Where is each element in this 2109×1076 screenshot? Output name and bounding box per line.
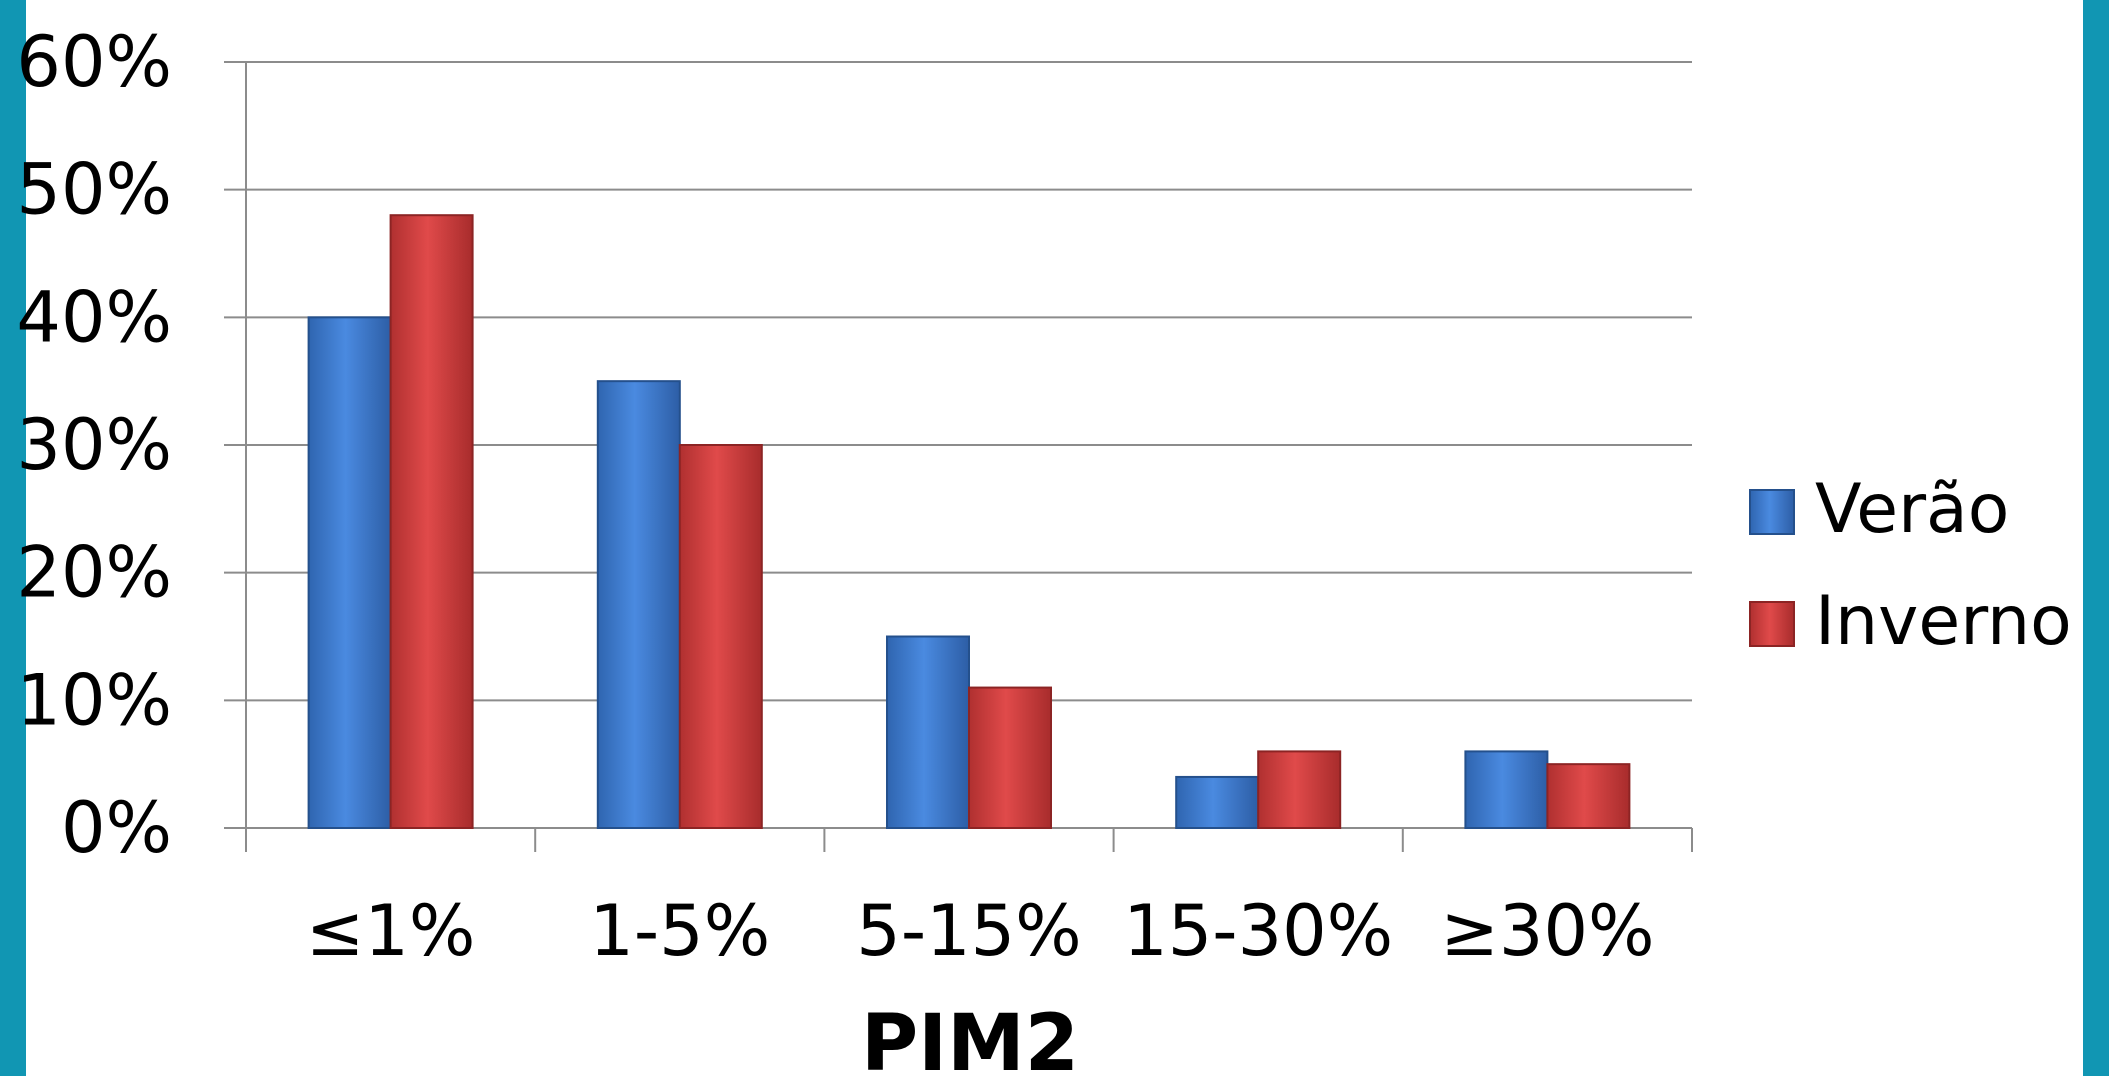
x-tick-label: 1-5% [589, 890, 770, 972]
legend-label-verao: Verão [1815, 470, 2009, 549]
bar-verao [886, 635, 970, 829]
y-tick-label: 10% [16, 659, 172, 741]
bar-inverno [968, 686, 1052, 829]
bars [307, 214, 1631, 830]
y-tick-label: 30% [16, 404, 172, 486]
y-tick-label: 20% [16, 532, 172, 614]
x-tick-label: ≥30% [1440, 890, 1654, 972]
legend: Verão Inverno [1749, 470, 2072, 661]
y-tick-label: 0% [61, 787, 172, 869]
bar-inverno [678, 444, 763, 829]
x-tick-label: ≤1% [306, 890, 476, 972]
bar-inverno [389, 214, 474, 829]
legend-label-inverno: Inverno [1815, 582, 2072, 661]
bar-verao [307, 316, 392, 829]
x-tick-label: 5-15% [856, 890, 1081, 972]
bar-inverno [1546, 763, 1631, 830]
bar-verao [1464, 750, 1549, 830]
y-tick-label: 50% [16, 149, 172, 231]
labels: 0% 10% 20% 30% 40% 50% 60% ≤1% 1-5% 5-15% 15-30% ≥3… [16, 21, 1654, 972]
y-tick-label: 40% [16, 276, 172, 358]
y-tick-label: 60% [16, 21, 172, 103]
legend-swatch-verao [1749, 489, 1795, 535]
legend-swatch-inverno [1749, 601, 1795, 647]
bar-inverno [1257, 750, 1342, 830]
axes [245, 62, 1693, 852]
bar-verao [596, 380, 681, 829]
bar-verao [1175, 775, 1260, 830]
x-tick-label: 15-30% [1123, 890, 1393, 972]
x-axis-title: PIM2 [861, 999, 1079, 1076]
